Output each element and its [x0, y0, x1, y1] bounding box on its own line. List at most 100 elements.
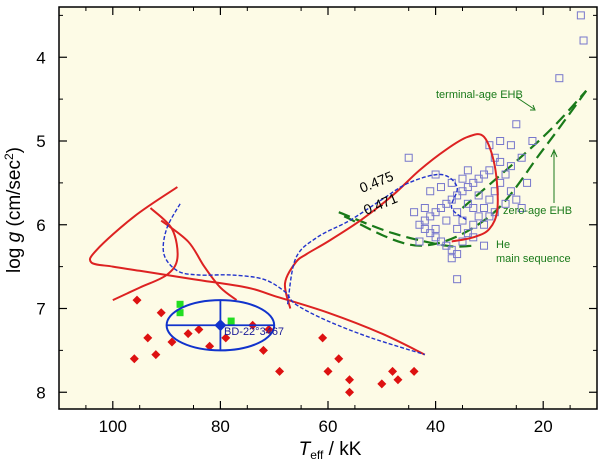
sdb-star-point [469, 220, 478, 229]
sdb-star-point [426, 229, 435, 238]
y-axis-title-post: ) [4, 147, 25, 153]
sdb-star-point [458, 174, 467, 183]
evolution-track-0.475-upper [283, 133, 499, 309]
sdb-star-point [404, 153, 413, 162]
sdo-star-point [318, 333, 328, 343]
he-ms-label-line1: He [496, 239, 510, 251]
sdo-star-point [129, 354, 139, 364]
x-tick-label: 100 [99, 417, 127, 436]
target-star-marker [214, 319, 227, 332]
sdb-star-point [576, 11, 585, 20]
y-tick-label: 8 [36, 383, 45, 402]
x-tick-label: 20 [534, 417, 553, 436]
y-tick-label: 4 [36, 48, 45, 67]
sdo-star-point [167, 337, 177, 347]
sdo-star-point [323, 366, 333, 376]
sdo-star-point [388, 366, 398, 376]
y-tick-label: 6 [36, 216, 45, 235]
sdb-star-point [463, 166, 472, 175]
sdb-star-point [431, 170, 440, 179]
sdo-star-point [258, 345, 268, 355]
sdb-star-point [506, 141, 515, 150]
sdb-star-point [420, 204, 429, 212]
evolution-track-0.471-upper [286, 173, 469, 305]
sdb-star-point [436, 183, 445, 192]
sdo-star-point [264, 324, 274, 334]
sdb-star-point [512, 120, 521, 129]
x-tick-label: 60 [319, 417, 338, 436]
sdo-star-point [132, 295, 142, 305]
x-tick-label: 40 [426, 417, 445, 436]
green-star-point [176, 309, 184, 317]
sdb-star-point [426, 212, 435, 221]
sdb-star-point [436, 204, 445, 212]
sdb-star-point [447, 254, 456, 263]
sdb-star-point [480, 220, 489, 229]
sdb-star-point [426, 187, 435, 196]
sdb-star-point [442, 216, 451, 225]
sdb-star-point [474, 212, 483, 221]
axis-ticks: 100 80 60 40 20 4 5 6 7 8 [36, 7, 597, 436]
sdb-star-point [453, 224, 462, 233]
sdb-star-point [453, 275, 462, 284]
sdb-star-point [485, 166, 494, 175]
evolution-track-0.475 [88, 186, 426, 356]
sdo-star-point [156, 308, 166, 318]
sdb-star-point [474, 174, 483, 183]
y-axis-title-unit: (cm/sec [4, 160, 25, 232]
sdo-star-point [393, 375, 403, 385]
sdb-star-point [555, 74, 564, 83]
sdb-star-point [447, 245, 456, 254]
x-axis-title-unit: / kK [323, 439, 361, 460]
sdb-star-point [480, 241, 489, 250]
sdb-star-point [415, 220, 424, 229]
sdo-star-point [345, 375, 355, 385]
green-star-point [176, 300, 184, 308]
sdb-star-point [463, 183, 472, 192]
sdo-star-point [275, 366, 285, 376]
green-star-point [227, 317, 235, 325]
sdb-star-point [458, 237, 467, 246]
x-axis-title: Teff / kK [299, 439, 362, 462]
y-tick-label: 7 [36, 300, 45, 319]
terminal-ehb-arrowhead [530, 104, 536, 111]
sdo-star-point [143, 333, 153, 343]
sdo-star-point [151, 350, 161, 360]
sdo-star-point [205, 341, 215, 351]
y-tick-label: 5 [36, 132, 45, 151]
sdb-star-point [410, 208, 419, 217]
y-axis-title: log g (cm/sec2) [2, 147, 25, 273]
sdb-star-point [501, 170, 510, 179]
sdb-star-point [485, 212, 494, 221]
y-axis-title-var: g [4, 231, 25, 242]
sdb-star-point [480, 170, 489, 179]
sdb-star-point [463, 229, 472, 238]
sdb-star-point [506, 187, 515, 196]
sdb-star-point [453, 250, 462, 259]
sdb-star-point [512, 195, 521, 204]
sdb-star-point [485, 195, 494, 204]
zero-age-ehb-label: zero-age EHB [503, 205, 572, 217]
sdb-star-point [480, 204, 489, 212]
terminal-ehb-label: terminal-age EHB [436, 89, 523, 101]
sdo-star-point [221, 333, 231, 343]
sdb-star-point [490, 208, 499, 217]
sdb-star-point [436, 237, 445, 246]
sdb-star-point [523, 178, 532, 187]
sdb-star-point [453, 208, 462, 217]
sdb-star-point [579, 36, 588, 45]
ehb-line-He-main-sequence [338, 211, 474, 248]
plot-area [88, 11, 588, 397]
evolution-track-0.471 [162, 203, 426, 356]
sdb-star-point [420, 224, 429, 233]
x-tick-label: 80 [211, 417, 230, 436]
sdb-star-point [496, 137, 505, 145]
sdo-star-point [409, 366, 419, 376]
sdb-star-point [442, 199, 451, 208]
sdb-star-point [431, 224, 440, 233]
sdb-star-point [431, 233, 440, 242]
sdb-star-point [469, 178, 478, 187]
sdb-star-point [528, 137, 537, 145]
sdb-star-point [420, 216, 429, 225]
